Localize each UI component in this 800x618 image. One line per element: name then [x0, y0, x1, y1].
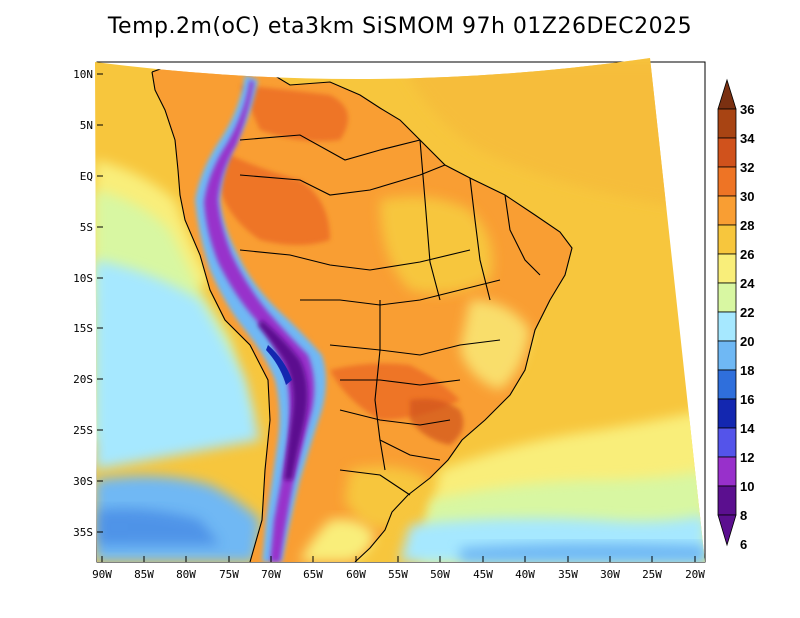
border-maranhao	[469, 177, 491, 301]
venezuela-hot-zone	[240, 85, 348, 142]
lon-label-50w: 50W	[430, 568, 450, 581]
colorbar-top-arrow	[717, 78, 737, 110]
colorbar-swatch-2	[717, 166, 737, 197]
lat-label-5n: 5N	[80, 119, 93, 132]
colorbar-label-6: 6	[740, 537, 747, 552]
colorbar-label-22: 22	[740, 305, 754, 320]
colorbar-label-12: 12	[740, 450, 754, 465]
atlantic-south-blue	[460, 543, 705, 562]
lat-label-30s: 30S	[73, 475, 93, 488]
lat-label-35s: 35S	[73, 526, 93, 539]
lon-label-85w: 85W	[134, 568, 154, 581]
colorbar-swatch-11	[717, 427, 737, 458]
pacific-deep-blue	[97, 508, 220, 545]
lon-label-35w: 35W	[558, 568, 578, 581]
colorbar-label-28: 28	[740, 218, 754, 233]
andes-cold-core	[204, 80, 315, 562]
colorbar-labels: 36 34 32 30 28 26 24 22 20 18 16 14 12 1…	[740, 102, 755, 552]
amazon-hot-zone	[220, 150, 330, 245]
colorbar-label-10: 10	[740, 479, 754, 494]
lon-axis: 90W 85W 80W 75W 70W 65W 60W 55W 50W 45W …	[92, 556, 705, 581]
lat-label-15s: 15S	[73, 322, 93, 335]
colorbar-label-30: 30	[740, 189, 754, 204]
colorbar-swatch-3	[717, 195, 737, 226]
border-west-brazil	[374, 300, 386, 471]
lat-axis: 10N 5N EQ 5S 10S 15S 20S 25S 30S 35S	[73, 68, 103, 539]
colorbar-label-20: 20	[740, 334, 754, 349]
lon-label-65w: 65W	[303, 568, 323, 581]
political-borders	[151, 61, 573, 562]
colorbar-swatch-0	[717, 108, 737, 139]
colorbar-swatch-1	[717, 137, 737, 168]
colorbar-swatch-13	[717, 485, 737, 516]
colorbar-bottom-arrow	[717, 514, 737, 547]
border-south-brazil	[379, 439, 441, 461]
lat-label-25s: 25S	[73, 424, 93, 437]
central-brazil-mild	[380, 196, 493, 294]
colorbar-label-24: 24	[740, 276, 755, 291]
border-amazon-mid	[239, 164, 446, 196]
lon-label-75w: 75W	[219, 568, 239, 581]
coastline-west	[151, 71, 271, 562]
pacific-lightblue-band	[95, 260, 260, 470]
colorbar	[717, 78, 737, 547]
colorbar-label-8: 8	[740, 508, 747, 523]
border-nordeste	[504, 194, 541, 276]
lon-label-45w: 45W	[473, 568, 493, 581]
colorbar-swatch-5	[717, 253, 737, 284]
lat-label-20s: 20S	[73, 373, 93, 386]
coastline-east	[151, 61, 573, 562]
atlantic-north-field	[400, 60, 700, 210]
colorbar-label-14: 14	[740, 421, 755, 436]
lon-label-20w: 20W	[685, 568, 705, 581]
border-para-mato	[419, 139, 441, 301]
pampas-mild	[345, 466, 430, 530]
border-cerrado	[329, 339, 501, 356]
colorbar-swatch-6	[717, 282, 737, 313]
lon-label-60w: 60W	[346, 568, 366, 581]
map-title: Temp.2m(oC) eta3km SiSMOM 97h 01Z26DEC20…	[107, 14, 693, 39]
border-amazon-south	[239, 249, 471, 271]
colorbar-label-36: 36	[740, 102, 754, 117]
border-paraguay	[340, 379, 461, 386]
colorbar-label-16: 16	[740, 392, 754, 407]
colorbar-label-34: 34	[740, 131, 755, 146]
colorbar-swatch-7	[717, 311, 737, 342]
east-brazil-mild	[460, 300, 530, 390]
colorbar-label-18: 18	[740, 363, 754, 378]
border-uruguay	[339, 469, 411, 496]
lon-label-25w: 25W	[642, 568, 662, 581]
colorbar-swatch-12	[717, 456, 737, 487]
colorbar-label-32: 32	[740, 160, 754, 175]
lon-label-90w: 90W	[92, 568, 112, 581]
lon-label-70w: 70W	[261, 568, 281, 581]
colorbar-swatch-10	[717, 398, 737, 429]
altiplano-blue-patch	[266, 345, 292, 385]
lon-label-80w: 80W	[176, 568, 196, 581]
colorbar-swatch-9	[717, 369, 737, 400]
lon-label-55w: 55W	[388, 568, 408, 581]
altiplano-coldest	[258, 320, 308, 480]
colorbar-swatch-4	[717, 224, 737, 255]
patagonia-north-mild	[300, 519, 375, 562]
lat-label-10n: 10N	[73, 68, 93, 81]
lat-label-5s: 5S	[80, 221, 93, 234]
colorbar-swatch-8	[717, 340, 737, 371]
border-southeast	[339, 409, 451, 426]
border-central	[300, 279, 501, 306]
lon-label-40w: 40W	[515, 568, 535, 581]
temperature-field	[95, 58, 705, 562]
lon-label-30w: 30W	[600, 568, 620, 581]
border-amazon-north	[239, 134, 421, 161]
lat-label-10s: 10S	[73, 272, 93, 285]
lat-label-eq: EQ	[80, 170, 93, 183]
colorbar-label-26: 26	[740, 247, 754, 262]
